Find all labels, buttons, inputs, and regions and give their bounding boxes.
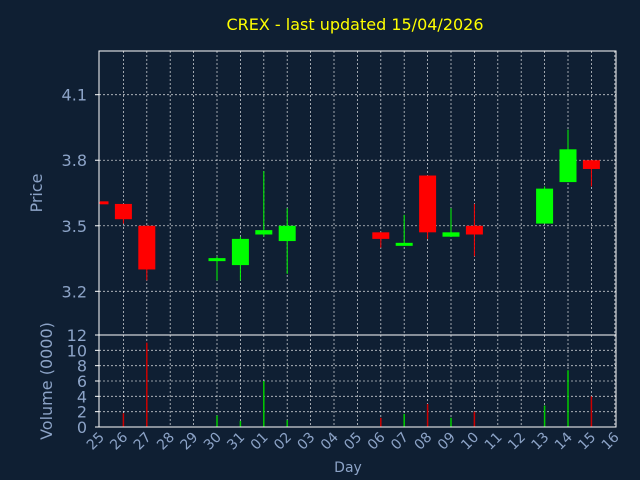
volume-panel-frame [98,334,617,428]
price-tick-labels: 3.2 3.5 3.8 4.1 [62,86,99,301]
volume-bar [122,413,125,427]
x-tick-labels: 25 26 27 28 29 30 31 01 02 03 04 05 06 07 08 09 10 11 12 13… [84,429,623,453]
candle-body [138,225,156,270]
price-grid [99,51,616,335]
volume-bar [450,417,452,427]
volume-tick-label: 4 [77,387,87,406]
volume-tick-label: 10 [67,341,87,360]
volume-tick-label: 0 [77,418,87,437]
volume-tick-label: 12 [67,326,87,345]
volume-bar [426,404,429,427]
candle-body [559,149,577,183]
volume-tick-label: 6 [77,372,87,391]
price-panel: 3.2 3.5 3.8 4.1 Price [27,50,617,336]
price-tick-label: 3.2 [62,282,87,301]
volume-bar [590,396,593,427]
volume-bar [286,420,288,427]
volume-bars [122,342,593,427]
candle-body [372,232,390,239]
price-tick-label: 3.8 [62,151,87,170]
candle-body [255,230,273,235]
volume-bar [146,342,148,427]
candle-body [582,160,600,169]
volume-tick-label: 2 [77,403,87,422]
volume-bar [239,420,242,427]
volume-tick-label: 8 [77,357,87,376]
volume-axis-label: Volume (0000) [37,322,56,440]
price-tick-label: 4.1 [62,86,87,105]
price-tick-label: 3.5 [62,217,87,236]
volume-bar [567,370,569,427]
volume-bar [263,381,265,427]
candle-body [536,188,554,224]
candle-body [231,238,249,266]
volume-bar [473,411,476,427]
x-axis-label: Day [334,460,362,476]
price-axis-label: Price [27,173,46,212]
candle-body [114,203,132,220]
candle-body [465,225,483,235]
candle-body [419,175,437,233]
chart-title: CREX - last updated 15/04/2026 [226,15,483,34]
volume-bar [380,417,382,427]
volume-bar [543,405,546,427]
candles [99,129,600,281]
candle-body [278,225,296,242]
volume-bar [216,415,218,427]
candle-body [442,232,460,237]
volume-bar [403,413,405,427]
candle-body [395,242,413,246]
candle-body [100,201,109,205]
candle-body [208,258,226,262]
